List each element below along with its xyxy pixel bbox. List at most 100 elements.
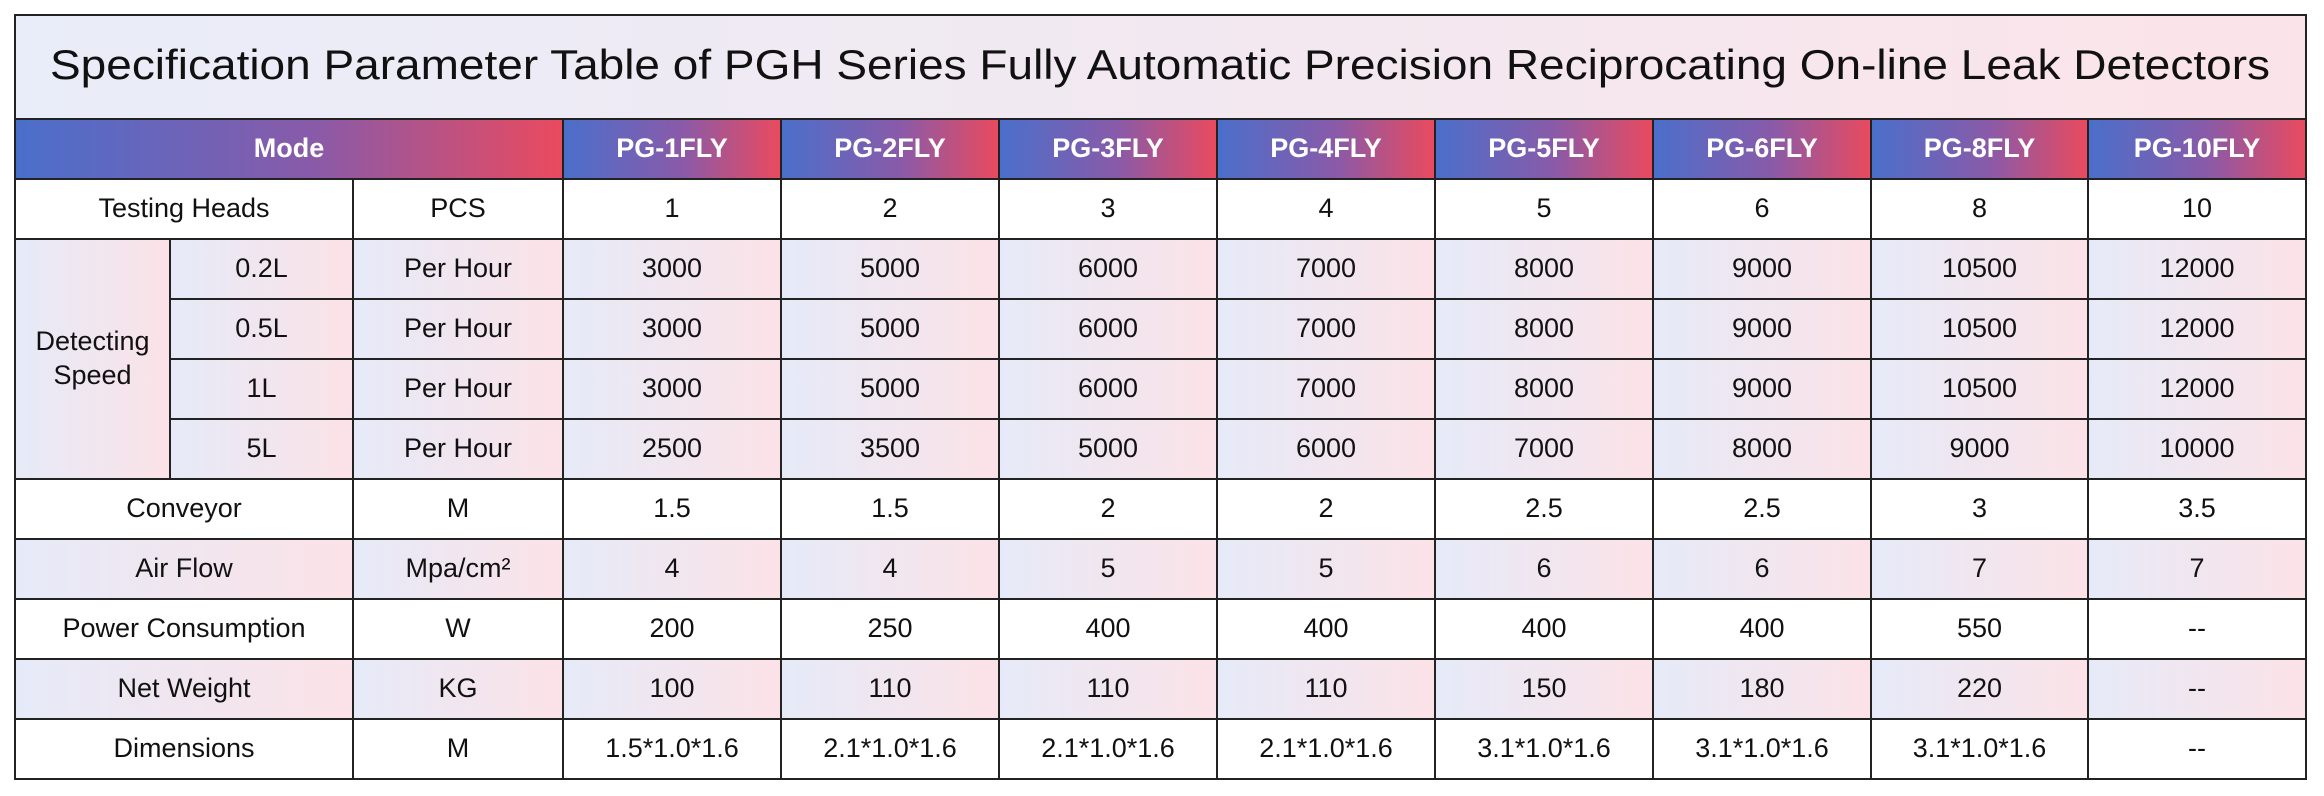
value: 220 bbox=[1957, 673, 2002, 703]
model-name: PG-10FLY bbox=[2134, 133, 2261, 163]
value: 12000 bbox=[2159, 313, 2234, 343]
value-cell bbox=[780, 418, 1000, 480]
value: 6000 bbox=[1078, 313, 1138, 343]
unit-cell bbox=[352, 358, 564, 420]
value: 7000 bbox=[1296, 313, 1356, 343]
value-cell bbox=[998, 418, 1218, 480]
value: 2500 bbox=[642, 433, 702, 463]
mode-label: Mode bbox=[254, 133, 325, 163]
value: 8000 bbox=[1732, 433, 1792, 463]
value: 2.1*1.0*1.6 bbox=[1259, 733, 1393, 763]
value: 4 bbox=[1318, 193, 1333, 223]
value: 10 bbox=[2182, 193, 2212, 223]
value: 7000 bbox=[1296, 373, 1356, 403]
value: 8000 bbox=[1514, 253, 1574, 283]
row-label: 0.2L bbox=[235, 253, 288, 283]
row-label: Dimensions bbox=[113, 733, 254, 763]
value: 5000 bbox=[860, 313, 920, 343]
value: 12000 bbox=[2159, 253, 2234, 283]
value: 5000 bbox=[860, 253, 920, 283]
mode-label-cell bbox=[14, 118, 564, 180]
value: 5 bbox=[1536, 193, 1551, 223]
value: 1.5*1.0*1.6 bbox=[605, 733, 739, 763]
value: 10500 bbox=[1942, 313, 2017, 343]
row-label: Power Consumption bbox=[62, 613, 305, 643]
value: 3.1*1.0*1.6 bbox=[1477, 733, 1611, 763]
value: 10500 bbox=[1942, 373, 2017, 403]
value: 8000 bbox=[1514, 373, 1574, 403]
value: 150 bbox=[1521, 673, 1566, 703]
value-cell bbox=[2087, 178, 2307, 240]
value-cell bbox=[2087, 718, 2307, 780]
row-label-cell bbox=[169, 298, 354, 360]
value: 3000 bbox=[642, 253, 702, 283]
value-cell bbox=[2087, 238, 2307, 300]
value-cell bbox=[780, 598, 1000, 660]
value: 2.5 bbox=[1743, 493, 1781, 523]
value: 5 bbox=[1100, 553, 1115, 583]
unit: Per Hour bbox=[404, 433, 512, 463]
unit-cell bbox=[352, 538, 564, 600]
value-cell bbox=[1216, 298, 1436, 360]
model-name: PG-5FLY bbox=[1488, 133, 1600, 163]
value-cell bbox=[2087, 418, 2307, 480]
value: 2.1*1.0*1.6 bbox=[823, 733, 957, 763]
value-cell bbox=[1870, 538, 2089, 600]
value-cell bbox=[1434, 358, 1654, 420]
value-cell bbox=[1652, 418, 1872, 480]
unit: PCS bbox=[430, 193, 486, 223]
value: 3.1*1.0*1.6 bbox=[1913, 733, 2047, 763]
model-name-cell bbox=[1652, 118, 1872, 180]
value-cell bbox=[780, 178, 1000, 240]
value-cell bbox=[2087, 598, 2307, 660]
value: 180 bbox=[1739, 673, 1784, 703]
value: 2 bbox=[1318, 493, 1333, 523]
unit: M bbox=[447, 733, 470, 763]
value: 6000 bbox=[1078, 253, 1138, 283]
value: 6 bbox=[1536, 553, 1551, 583]
row-label-cell bbox=[169, 418, 354, 480]
value-cell bbox=[1216, 238, 1436, 300]
table-title: Specification Parameter Table of PGH Ser… bbox=[50, 41, 2270, 88]
value: 1.5 bbox=[653, 493, 691, 523]
value: 110 bbox=[1086, 673, 1129, 703]
value: 100 bbox=[649, 673, 694, 703]
model-name-cell bbox=[1216, 118, 1436, 180]
model-name-cell bbox=[2087, 118, 2307, 180]
value: 7000 bbox=[1514, 433, 1574, 463]
value-cell bbox=[1870, 658, 2089, 720]
value-cell bbox=[1870, 178, 2089, 240]
value: 3 bbox=[1972, 493, 1987, 523]
value: 4 bbox=[664, 553, 679, 583]
value: 400 bbox=[1085, 613, 1130, 643]
value-cell bbox=[1652, 718, 1872, 780]
value: 2 bbox=[1100, 493, 1115, 523]
value-cell bbox=[1216, 658, 1436, 720]
value-cell bbox=[780, 658, 1000, 720]
value-cell bbox=[562, 358, 782, 420]
value-cell bbox=[1652, 178, 1872, 240]
value-cell bbox=[1652, 598, 1872, 660]
row-label: 0.5L bbox=[235, 313, 288, 343]
model-name-cell bbox=[562, 118, 782, 180]
unit-cell bbox=[352, 418, 564, 480]
model-name: PG-8FLY bbox=[1924, 133, 2036, 163]
value-cell bbox=[1434, 658, 1654, 720]
value: 3000 bbox=[642, 313, 702, 343]
value: 400 bbox=[1521, 613, 1566, 643]
value-cell bbox=[780, 238, 1000, 300]
row-label: Air Flow bbox=[135, 553, 233, 583]
value: 4 bbox=[882, 553, 897, 583]
value: 9000 bbox=[1732, 253, 1792, 283]
value: 5000 bbox=[1078, 433, 1138, 463]
value-cell bbox=[1216, 718, 1436, 780]
value: 3.1*1.0*1.6 bbox=[1695, 733, 1829, 763]
row-label: 5L bbox=[246, 433, 276, 463]
row-label-cell bbox=[14, 478, 354, 540]
value-cell bbox=[998, 298, 1218, 360]
unit-cell bbox=[352, 478, 564, 540]
model-name: PG-4FLY bbox=[1270, 133, 1382, 163]
value: 200 bbox=[649, 613, 694, 643]
row-label: Testing Heads bbox=[98, 193, 269, 223]
